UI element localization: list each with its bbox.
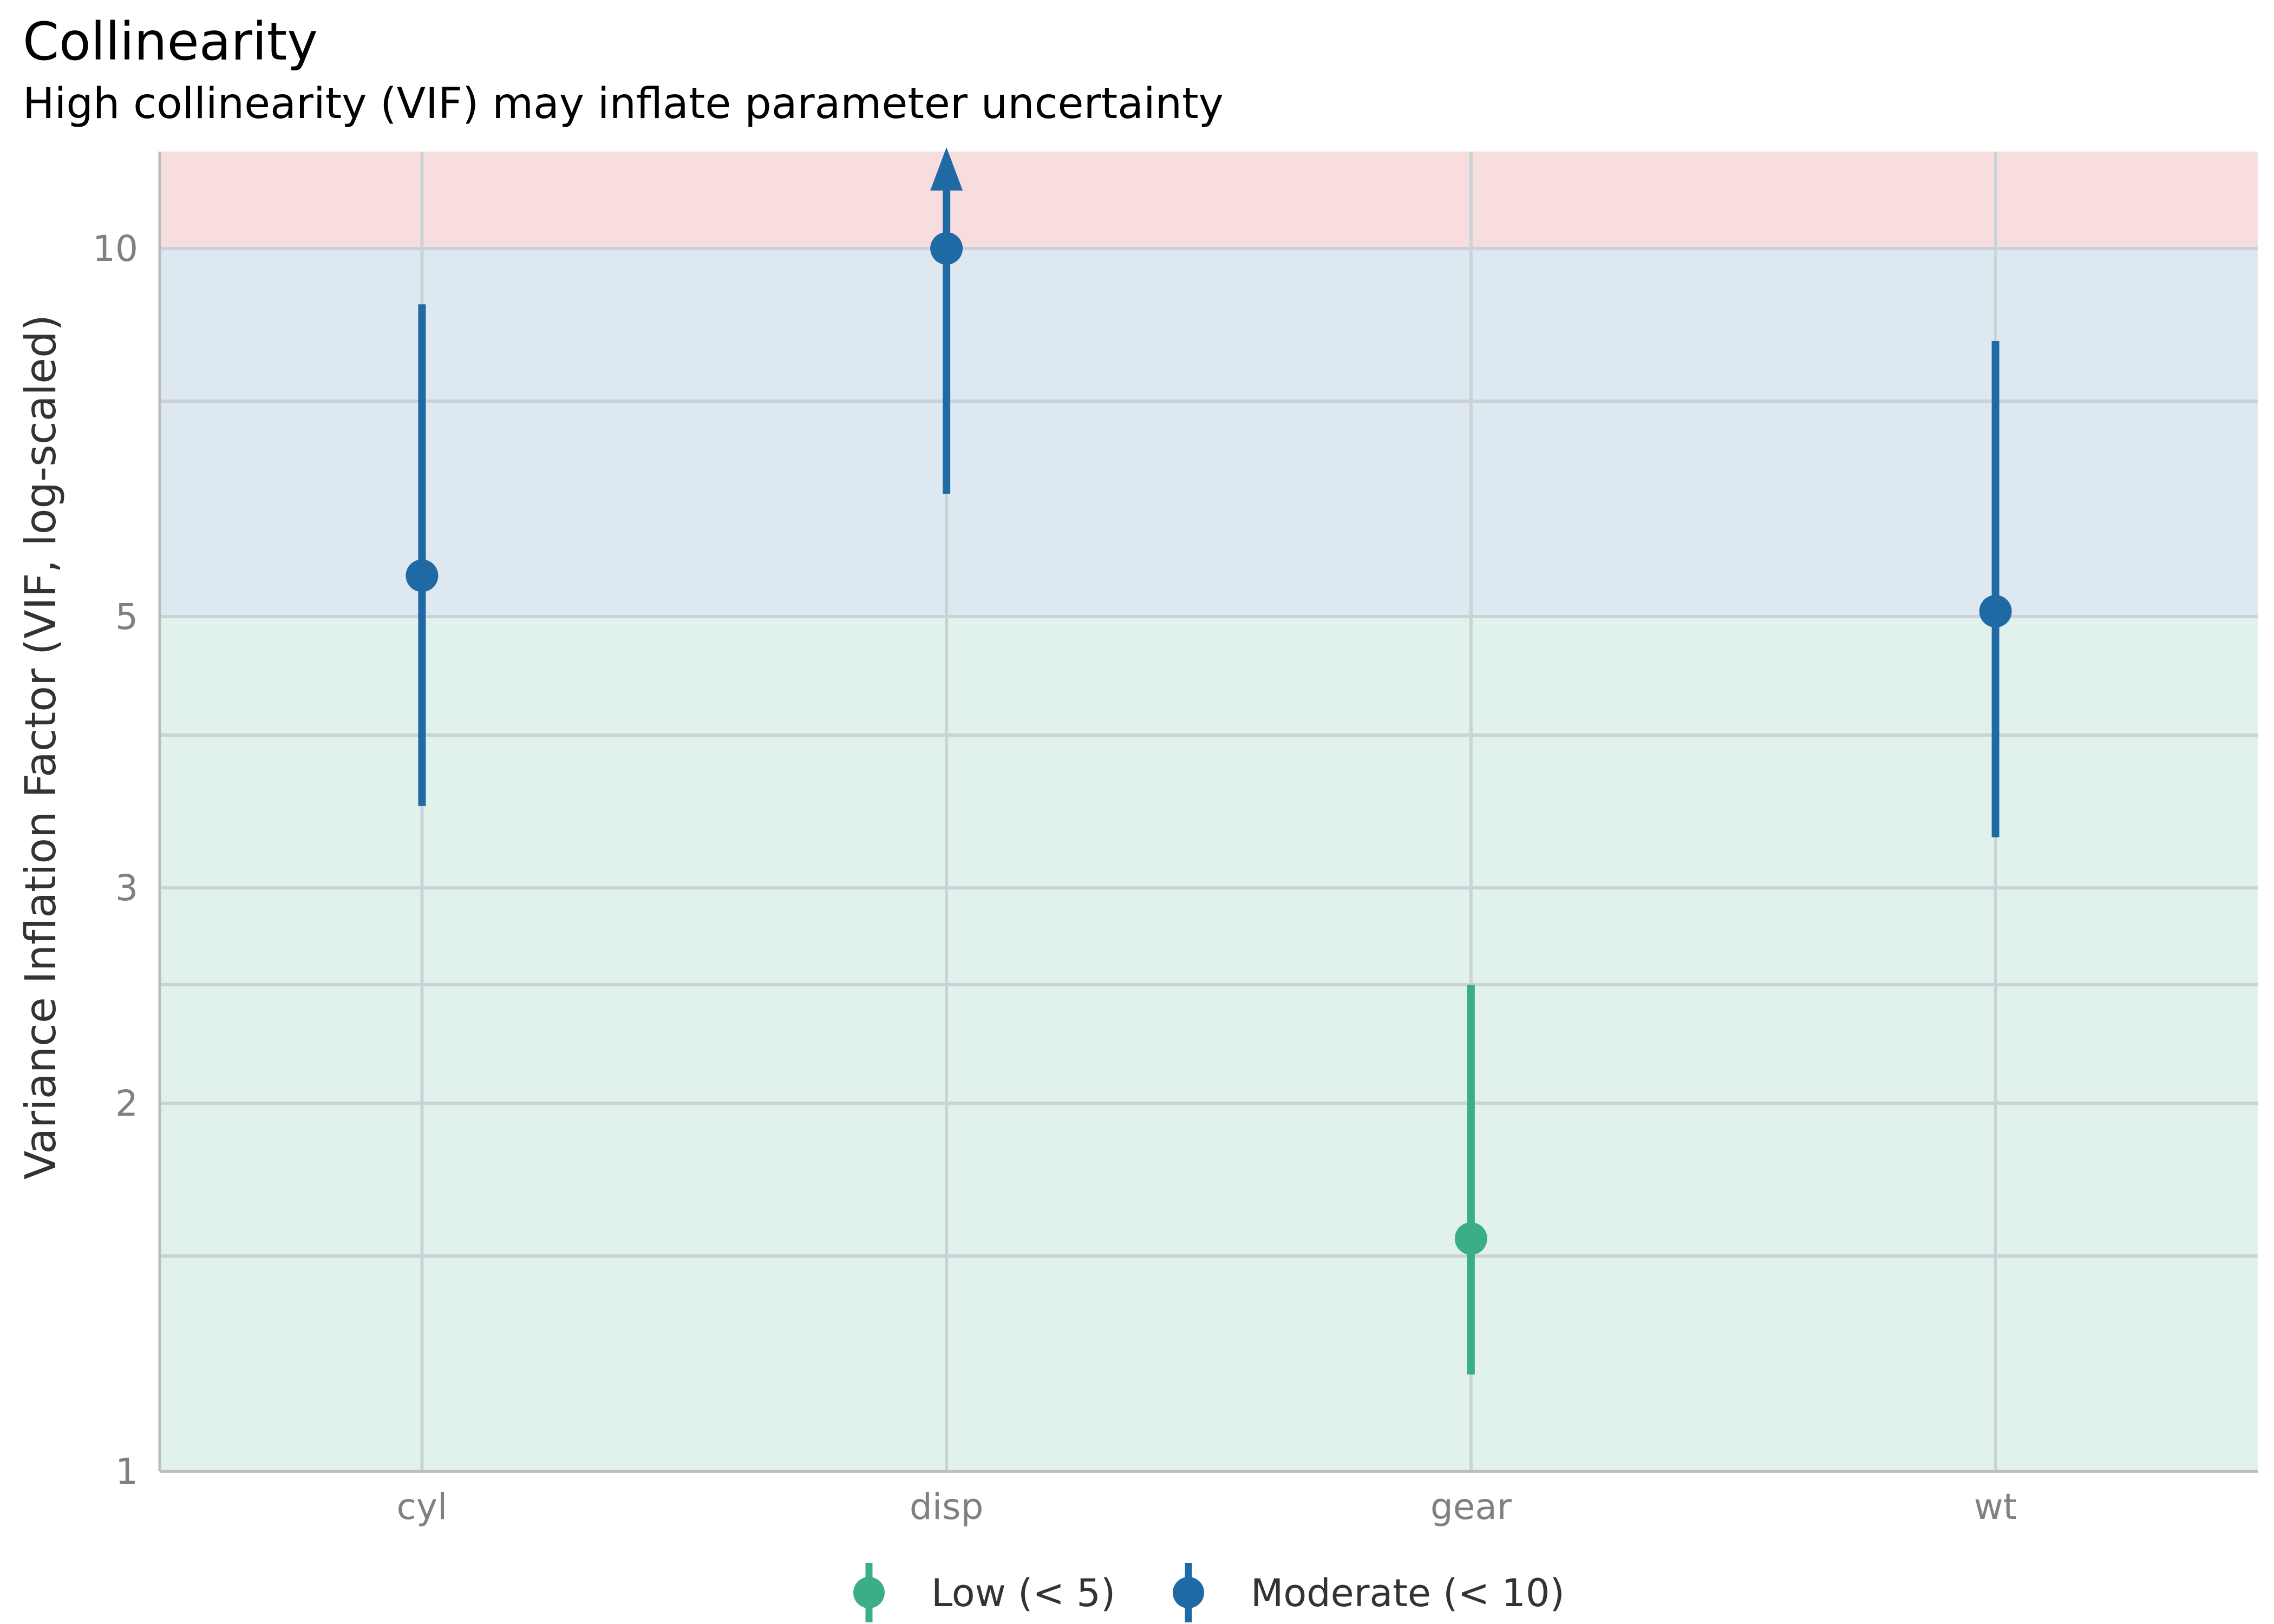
ci-arrow-disp (930, 147, 963, 191)
legend: Low (< 5) Moderate (< 10) (853, 1563, 1565, 1622)
point-cyl (406, 559, 439, 592)
y-tick-label: 10 (93, 228, 138, 270)
x-tick-label-disp: disp (910, 1486, 984, 1528)
legend-key-point (853, 1577, 885, 1608)
x-tick-labels: cyl disp gear wt (397, 1486, 2017, 1528)
y-tick-labels: 1 2 3 5 10 (93, 228, 138, 1492)
point-gear (1454, 1222, 1487, 1255)
band-0 (160, 616, 2258, 1471)
y-tick-label: 2 (115, 1083, 138, 1124)
chart-subtitle: High collinearity (VIF) may inflate para… (23, 80, 1224, 128)
legend-label: Low (< 5) (931, 1571, 1115, 1615)
data-marks (406, 147, 2012, 1375)
legend-label: Moderate (< 10) (1251, 1571, 1565, 1615)
legend-key-point (1173, 1577, 1204, 1608)
axes (158, 152, 2258, 1473)
band-2 (160, 152, 2258, 248)
y-axis-title: Variance Inflation Factor (VIF, log-scal… (17, 315, 66, 1180)
y-tick-label: 5 (115, 596, 138, 638)
x-tick-label-wt: wt (1974, 1486, 2017, 1528)
x-tick-label-cyl: cyl (397, 1486, 448, 1528)
chart-title: Collinearity (23, 11, 318, 72)
band-1 (160, 248, 2258, 617)
x-tick-label-gear: gear (1430, 1486, 1512, 1528)
point-wt (1979, 595, 2012, 628)
y-tick-label: 1 (115, 1451, 138, 1492)
point-disp (930, 232, 963, 265)
y-tick-label: 3 (115, 867, 138, 909)
background-bands (160, 152, 2258, 1471)
